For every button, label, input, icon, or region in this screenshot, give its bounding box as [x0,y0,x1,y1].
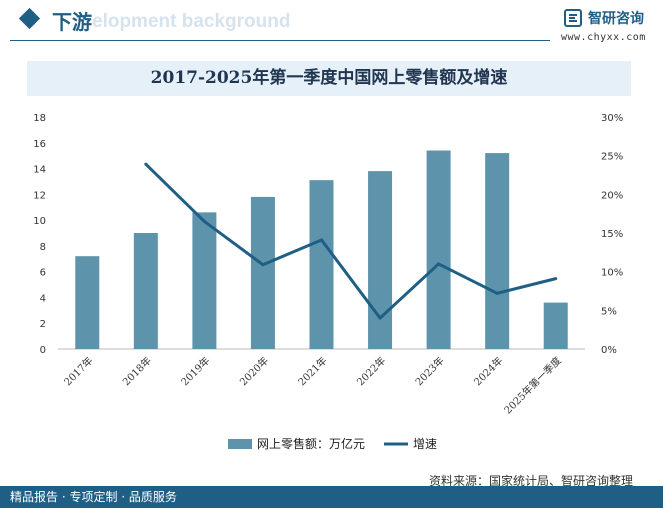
legend-bar-label: 网上零售额：万亿元 [257,436,365,451]
bar [426,150,451,349]
bar [250,196,275,349]
x-tick-label: 2025年第一季度 [501,354,564,417]
bar [192,212,217,349]
bar [133,233,158,349]
y-left-tick-label: 8 [40,242,46,253]
growth-point [202,219,206,223]
source-note: 资料来源：国家统计局、智研咨询整理 [429,474,634,488]
x-tick-label: 2017年 [61,354,95,388]
y-right-tick-label: 30% [601,113,623,124]
bar [309,180,334,349]
brand-name: 智研咨询 [588,11,644,27]
header: elopment background 下游 智研咨询 www.chyxx.co… [0,0,663,44]
y-right-tick-label: 10% [601,268,623,279]
x-tick-label: 2020年 [237,354,271,388]
y-left-tick-label: 0 [40,345,46,356]
title-band [27,61,631,96]
brand-url: www.chyxx.com [561,32,646,43]
chyxx-logo-icon [564,9,582,27]
growth-point [261,263,265,267]
section-title: 下游 [52,10,92,34]
bar [368,171,393,349]
x-tick-label: 2024年 [471,354,505,388]
y-right-tick-label: 5% [601,306,617,317]
header-divider [10,40,550,41]
y-left-tick-label: 10 [33,216,46,227]
y-left-tick-label: 14 [33,165,46,176]
y-left-tick-label: 12 [33,190,46,201]
x-tick-label: 2019年 [178,354,212,388]
y-left-tick-label: 4 [40,293,46,304]
growth-point [144,162,148,166]
y-right-tick-label: 15% [601,229,623,240]
bar [75,256,100,349]
growth-point [437,262,441,266]
y-right-tick-label: 0% [601,345,617,356]
chart-title: 2017-2025年第一季度中国网上零售额及增速 [150,68,508,88]
y-left-tick-label: 6 [40,268,46,279]
footer-slogan: 精品报告 · 专项定制 · 品质服务 [10,490,177,504]
growth-point [495,291,499,295]
legend-line-label: 增速 [413,437,437,451]
y-left-tick-label: 18 [33,113,46,124]
legend-bar-swatch [228,439,252,449]
x-tick-label: 2021年 [295,354,329,388]
growth-point [378,316,382,320]
growth-point [554,277,558,281]
bar [485,153,510,349]
chart: 0 2 4 6 8 10 12 14 16 18 0% 5% 10% 15% 20% 25% 30% 2017年 2… [33,113,623,451]
growth-point [320,238,323,242]
y-right-tick-label: 25% [601,152,623,163]
bar [543,302,568,349]
y-left-tick-label: 16 [33,139,46,150]
background-watermark-text: elopment background [92,11,291,32]
growth-line [144,163,557,320]
y-right-tick-label: 20% [601,190,623,201]
x-tick-label: 2023年 [412,354,446,388]
y-left-tick-label: 2 [40,319,46,330]
footer-bar [0,486,663,508]
x-tick-label: 2022年 [354,354,388,388]
x-tick-label: 2018年 [120,354,154,388]
